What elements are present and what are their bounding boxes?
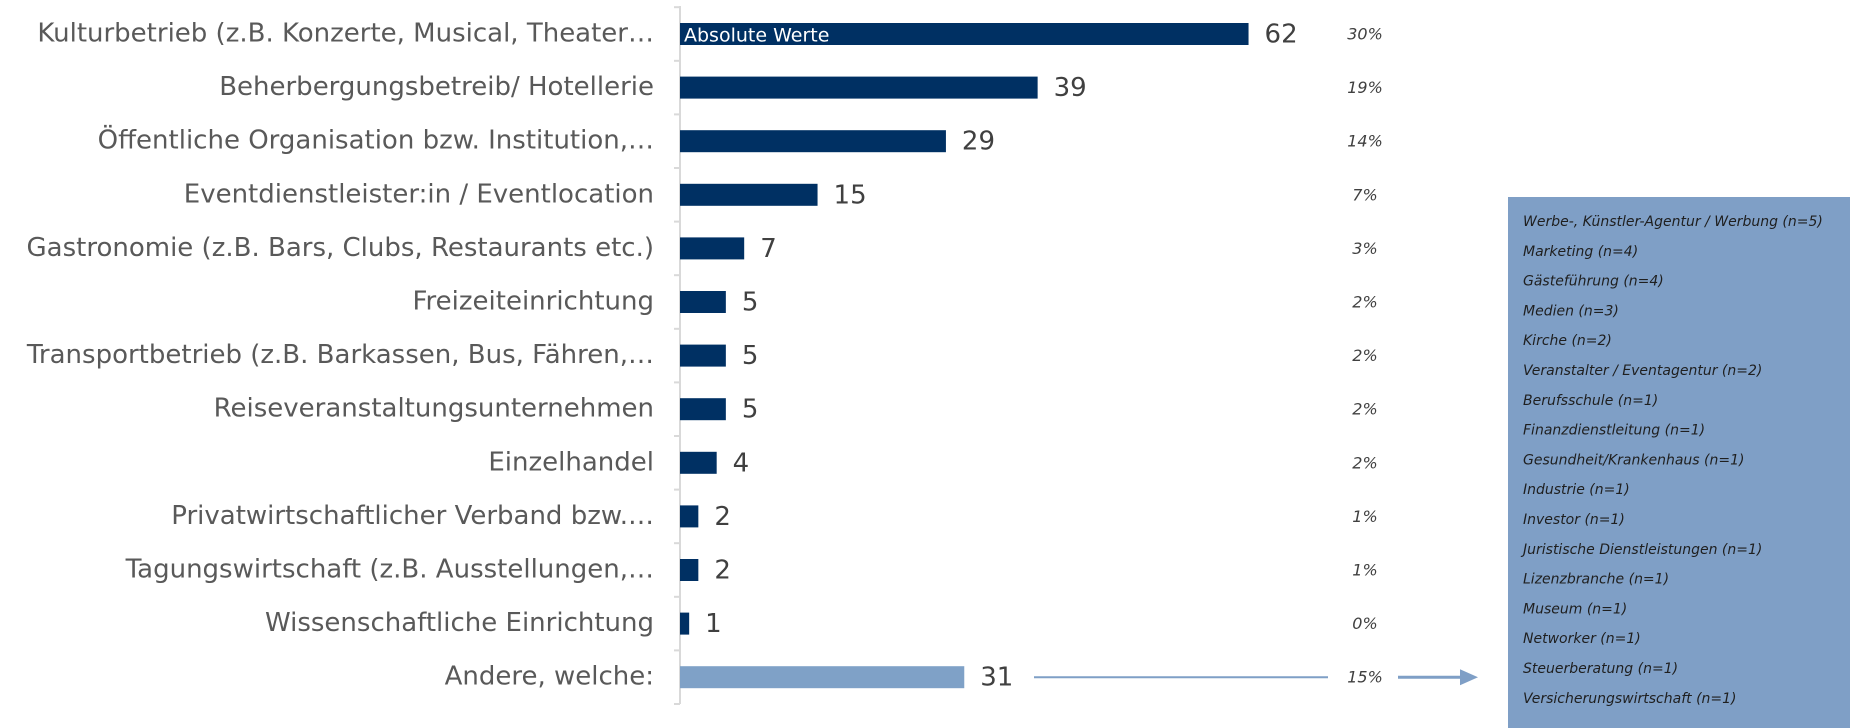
percent-label: 1% <box>1352 561 1377 580</box>
note-item: Versicherungswirtschaft (n=1) <box>1523 691 1737 707</box>
percent-label: 2% <box>1352 400 1377 419</box>
bar <box>680 666 965 689</box>
value-label: 5 <box>742 341 759 371</box>
note-item: Networker (n=1) <box>1523 631 1641 647</box>
bar <box>680 130 946 153</box>
arrow-head <box>1460 669 1478 686</box>
note-item: Steuerberatung (n=1) <box>1523 661 1678 677</box>
category-label: Freizeiteinrichtung <box>412 287 654 317</box>
value-label: 2 <box>714 502 731 532</box>
value-label: 62 <box>1265 20 1298 50</box>
bar <box>680 23 1249 45</box>
note-item: Juristische Dienstleistungen (n=1) <box>1520 542 1762 558</box>
note-item: Werbe-, Künstler-Agentur / Werbung (n=5) <box>1523 214 1823 230</box>
note-item: Museum (n=1) <box>1523 601 1627 617</box>
category-label: Tagungswirtschaft (z.B. Ausstellungen,… <box>125 555 654 585</box>
note-item: Investor (n=1) <box>1523 512 1625 528</box>
category-label: Kulturbetrieb (z.B. Konzerte, Musical, T… <box>37 19 654 49</box>
percent-label: 7% <box>1352 185 1377 204</box>
category-label: Öffentliche Organisation bzw. Institutio… <box>98 124 654 156</box>
note-box <box>1508 197 1850 728</box>
percent-label: 0% <box>1352 614 1377 633</box>
category-label: Transportbetrieb (z.B. Barkassen, Bus, F… <box>26 340 654 370</box>
category-label: Reiseveranstaltungsunternehmen <box>214 394 654 424</box>
percent-label: 30% <box>1347 25 1383 44</box>
value-label: 1 <box>705 609 722 639</box>
note-item: Gästeführung (n=4) <box>1523 274 1664 290</box>
category-label: Gastronomie (z.B. Bars, Clubs, Restauran… <box>27 233 654 263</box>
value-label: 7 <box>760 234 777 264</box>
bar <box>680 237 745 260</box>
category-label: Andere, welche: <box>445 662 654 692</box>
bar <box>680 559 699 581</box>
percent-label: 1% <box>1352 507 1377 526</box>
legend-label: Absolute Werte <box>684 25 829 47</box>
percent-label: 2% <box>1352 346 1377 365</box>
value-label: 15 <box>834 180 867 210</box>
bar <box>680 344 726 367</box>
bar <box>680 451 717 474</box>
percent-label: 15% <box>1347 668 1383 687</box>
note-item: Finanzdienstleitung (n=1) <box>1523 423 1705 439</box>
percent-label: 2% <box>1352 453 1377 472</box>
value-label: 39 <box>1054 73 1087 103</box>
note-item: Kirche (n=2) <box>1523 333 1612 349</box>
category-label: Beherbergungsbetreib/ Hotellerie <box>219 72 654 102</box>
note-item: Industrie (n=1) <box>1523 482 1630 498</box>
value-label: 29 <box>962 127 995 157</box>
value-label: 4 <box>733 448 750 478</box>
percent-label: 2% <box>1352 293 1377 312</box>
category-label: Wissenschaftliche Einrichtung <box>265 608 654 638</box>
category-label: Eventdienstleister:in / Eventlocation <box>184 179 654 209</box>
percent-label: 14% <box>1347 132 1383 151</box>
bar <box>680 76 1038 99</box>
note-item: Gesundheit/Krankenhaus (n=1) <box>1523 452 1744 468</box>
bar <box>680 291 726 313</box>
category-label: Einzelhandel <box>488 447 654 477</box>
value-label: 31 <box>980 663 1013 693</box>
note-item: Marketing (n=4) <box>1523 244 1638 260</box>
value-label: 2 <box>714 556 731 586</box>
category-label: Privatwirtschaftlicher Verband bzw.… <box>171 501 654 531</box>
bar <box>680 398 726 421</box>
note-item: Medien (n=3) <box>1523 303 1619 319</box>
note-item: Lizenzbranche (n=1) <box>1523 572 1669 588</box>
value-label: 5 <box>742 395 759 425</box>
bar <box>680 505 699 528</box>
bar <box>680 612 690 635</box>
percent-label: 3% <box>1352 239 1377 258</box>
percent-label: 19% <box>1347 78 1383 97</box>
note-item: Veranstalter / Eventagentur (n=2) <box>1523 363 1762 379</box>
bar <box>680 183 818 206</box>
note-item: Berufsschule (n=1) <box>1523 393 1658 409</box>
value-label: 5 <box>742 288 759 318</box>
